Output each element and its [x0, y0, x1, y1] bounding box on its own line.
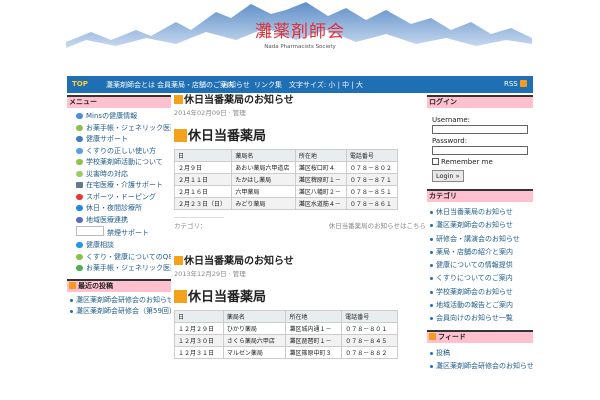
login-form: Username: Password: Remember me Login »	[427, 108, 533, 182]
username-label: Username:	[432, 116, 471, 124]
post: 休日当番薬局のお知らせ 2014年02月09日 · 管理 休日当番薬局 日薬局名…	[173, 95, 426, 230]
pill-icon	[76, 147, 83, 154]
category-link[interactable]: 会員向けのお知らせ一覧	[427, 312, 533, 325]
menu-item[interactable]: くすり・健康についてのQ&A	[67, 252, 171, 264]
nav-rss[interactable]: RSS	[504, 80, 527, 88]
rss-icon	[429, 332, 436, 340]
post-heading: 休日当番薬局	[174, 289, 426, 307]
nav-pharmacies[interactable]: 会員薬局・店舗のご案内	[157, 81, 234, 89]
pill-icon	[76, 253, 83, 260]
category-link[interactable]: 学校薬剤師会のお知らせ	[427, 286, 533, 299]
clinic-icon	[76, 205, 83, 211]
menu-item[interactable]: 禁煙サポート	[67, 226, 171, 240]
menu-item[interactable]: Minsの健康情報	[67, 111, 171, 123]
network-icon	[76, 216, 83, 223]
pill-icon	[76, 265, 83, 271]
chat-icon	[76, 242, 83, 248]
square-icon	[174, 290, 187, 303]
main-content: 休日当番薬局のお知らせ 2014年02月09日 · 管理 休日当番薬局 日薬局名…	[173, 95, 426, 359]
remember-label: Remember me	[441, 158, 493, 166]
recent-posts-heading: 最近の投稿	[67, 278, 171, 292]
menu-item[interactable]: お薬手帳・ジェネリック医薬品	[67, 263, 171, 275]
login-heading: ログイン	[427, 95, 533, 108]
menu-item[interactable]: 健康サポート	[67, 134, 171, 146]
rss-label: RSS	[504, 80, 518, 88]
category-link[interactable]: 健康についての情報提供	[427, 259, 533, 272]
post-meta: 2014年02月09日 · 管理	[174, 109, 246, 117]
category-list: 休日当番薬局のお知らせ 灘区薬剤師会のお知らせ 研修会・講演会のお知らせ 薬局・…	[427, 202, 533, 326]
category-link[interactable]: 薬局・店舗の紹介と案内	[427, 246, 533, 259]
bullet-icon	[70, 310, 73, 313]
post-heading: 休日当番薬局	[174, 128, 426, 146]
feed-link[interactable]: 投稿	[427, 347, 533, 360]
menu-item[interactable]: 健康相談	[67, 240, 171, 252]
remember-checkbox[interactable]	[432, 158, 439, 165]
nav-news[interactable]: お知らせ	[222, 81, 250, 89]
rss-icon	[519, 80, 527, 87]
header: 灘薬剤師会 Nada Pharmacists Society	[0, 0, 600, 74]
heart-icon	[76, 136, 83, 142]
menu-list: Minsの健康情報 お薬手帳・ジェネリック医薬品 健康サポート くすりの正しい使…	[67, 108, 171, 275]
menu-item[interactable]: お薬手帳・ジェネリック医薬品	[67, 123, 171, 135]
pill-icon	[76, 124, 83, 131]
site-title[interactable]: 灘薬剤師会	[255, 22, 345, 42]
recent-post-link[interactable]: 灘区薬剤師会研修会（第59回）の	[67, 306, 171, 318]
pill-icon	[76, 159, 83, 165]
feed-heading: フィード	[427, 329, 533, 343]
nav-font-size[interactable]: 文字サイズ: 小 | 中 | 大	[289, 81, 363, 89]
menu-item[interactable]: 学校薬剤師活動について	[67, 157, 171, 169]
username-input[interactable]	[432, 125, 528, 134]
category-link[interactable]: 研修会・講演会のお知らせ	[427, 233, 533, 246]
square-icon	[174, 256, 183, 265]
post-meta: 2013年12月29日 · 管理	[174, 270, 246, 278]
password-input[interactable]	[432, 146, 528, 155]
menu-item[interactable]: 休日・夜間診療所	[67, 203, 171, 215]
category-link[interactable]: 休日当番薬局のお知らせ	[427, 206, 533, 219]
menu-heading: メニュー	[67, 95, 171, 108]
people-icon	[76, 182, 83, 188]
read-more-link[interactable]: 休日当番薬局のお知らせはこちら	[328, 222, 426, 230]
right-sidebar: ログイン Username: Password: Remember me Log…	[427, 95, 533, 373]
site-subtitle: Nada Pharmacists Society	[264, 44, 336, 50]
schedule-table: 日薬局名 所在地 電話番号 １２月２９日 ひかり薬局 灘区城内通１－ ０７８－８０１ １２…	[174, 310, 398, 359]
category-link[interactable]: 地域活動の報告とご案内	[427, 299, 533, 312]
square-icon	[174, 129, 187, 142]
menu-item[interactable]: スポーツ・ドーピング	[67, 192, 171, 204]
login-button[interactable]: Login »	[432, 170, 464, 182]
schedule-table: 日薬局名 所在地 電話番号 ２月９日 あおい薬局六甲道店 灘区桜口町４ ０７８－８０２ ２…	[173, 149, 399, 210]
bullet-icon	[70, 298, 73, 302]
feed-link[interactable]: 灘区薬剤師会研修会のお知らせについて	[427, 360, 533, 373]
category-link[interactable]: くすりについてのご案内	[427, 272, 533, 285]
nav-links[interactable]: リンク集	[254, 81, 282, 89]
sports-icon	[76, 193, 83, 200]
left-sidebar: メニュー Minsの健康情報 お薬手帳・ジェネリック医薬品 健康サポート くすり…	[67, 95, 171, 318]
post: 休日当番薬局のお知らせ 2013年12月29日 · 管理 休日当番薬局 日薬局名…	[174, 256, 426, 359]
pill-icon	[76, 170, 83, 177]
post-category[interactable]: カテゴリ：	[174, 222, 207, 230]
menu-item[interactable]: 災害時の対応	[67, 169, 171, 181]
post-title[interactable]: 休日当番薬局のお知らせ	[174, 95, 426, 107]
nav-about[interactable]: 灘薬剤師会とは	[106, 81, 155, 89]
rss-icon	[69, 281, 76, 289]
recent-post-link[interactable]: 灘区薬剤師会研修会のお知らせについて	[67, 295, 171, 307]
password-label: Password:	[432, 137, 468, 145]
pill-icon	[76, 113, 83, 119]
menu-item[interactable]: くすりの正しい使い方	[67, 146, 171, 158]
banner-image	[76, 226, 104, 236]
menu-item[interactable]: 地域医療連携	[67, 215, 171, 227]
category-link[interactable]: 灘区薬剤師会のお知らせ	[427, 219, 533, 232]
post-title[interactable]: 休日当番薬局のお知らせ	[174, 256, 426, 268]
mountain-banner	[66, 2, 532, 48]
category-heading: カテゴリ	[427, 189, 533, 202]
nav-top[interactable]: TOP	[72, 80, 88, 88]
menu-item[interactable]: 在宅医療・介護サポート	[67, 180, 171, 192]
main-nav: TOP 灘薬剤師会とは 会員薬局・店舗のご案内 お知らせ リンク集 文字サイズ:…	[67, 76, 533, 93]
square-icon	[174, 95, 183, 104]
